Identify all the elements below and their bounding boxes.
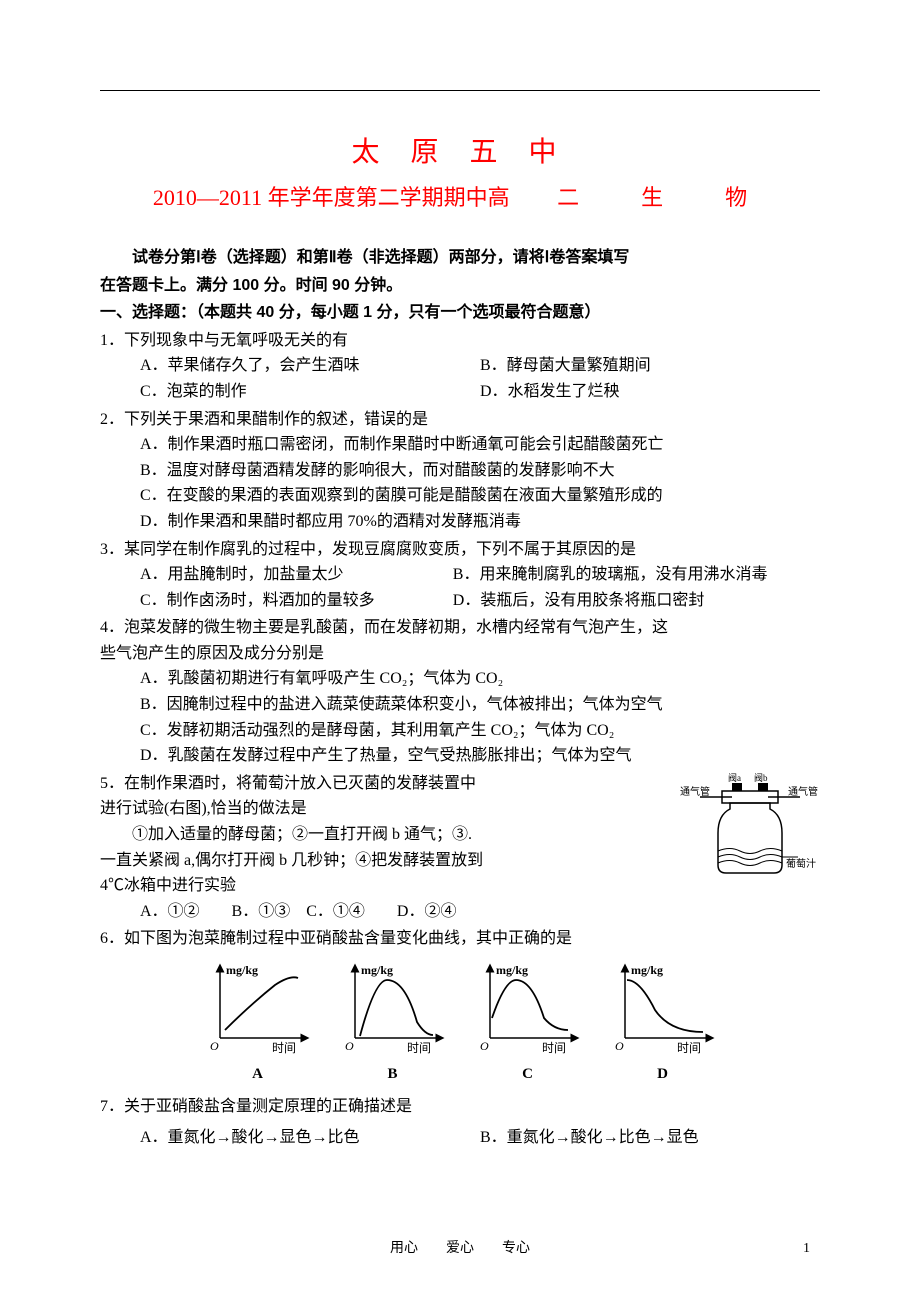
svg-text:时间: 时间 [272,1041,296,1055]
question-7: 7．关于亚硝酸盐含量测定原理的正确描述是 A．重氮化→酸化→显色→比色 B．重氮… [100,1094,820,1151]
q2-stem: 2．下列关于果酒和果醋制作的叙述，错误的是 [100,407,820,433]
page-footer: 用心 爱心 专心 1 [0,1238,920,1260]
fermentation-bottle-figure: 阀a 阀b 通气管 通气管 葡萄汁 [680,771,820,890]
q4-stem-2: 些气泡产生的原因及成分分别是 [100,641,820,667]
svg-text:mg/kg: mg/kg [226,963,258,977]
svg-text:mg/kg: mg/kg [361,963,393,977]
valve-b-label: 阀b [754,773,768,783]
top-rule [100,90,820,91]
exam-title-prefix: 2010—2011 年学年度第二学期期中高 [153,185,510,210]
q2-opt-d: D．制作果酒和果醋时都应用 70%的酒精对发酵瓶消毒 [140,509,820,535]
svg-text:mg/kg: mg/kg [496,963,528,977]
question-4: 4．泡菜发酵的微生物主要是乳酸菌，而在发酵初期，水槽内经常有气泡产生，这 些气泡… [100,615,820,769]
q3-opt-a: A．用盐腌制时，加盐量太少 [140,562,453,588]
chart-d: mg/kg O 时间 D [605,960,720,1086]
school-name: 太 原 五 中 [100,131,820,176]
q6-stem: 6．如下图为泡菜腌制过程中亚硝酸盐含量变化曲线，其中正确的是 [100,926,820,952]
q5-options: A．①② B．①③ C．①④ D．②④ [100,899,820,925]
q3-opt-b: B．用来腌制腐乳的玻璃瓶，没有用沸水消毒 [453,562,820,588]
chart-b-label: B [335,1062,450,1086]
q1-opt-c: C．泡菜的制作 [140,379,480,405]
svg-text:mg/kg: mg/kg [631,963,663,977]
q1-stem: 1．下列现象中与无氧呼吸无关的有 [100,328,820,354]
chart-d-label: D [605,1062,720,1086]
q2-opt-a: A．制作果酒时瓶口需密闭，而制作果醋时中断通氧可能会引起醋酸菌死亡 [140,432,820,458]
question-3: 3．某同学在制作腐乳的过程中，发现豆腐腐败变质，下列不属于其原因的是 A．用盐腌… [100,537,820,614]
chart-a-label: A [200,1062,315,1086]
q6-charts: mg/kg O 时间 A mg/kg O 时间 B mg/kg [100,960,820,1086]
svg-text:O: O [210,1039,219,1053]
question-2: 2．下列关于果酒和果醋制作的叙述，错误的是 A．制作果酒时瓶口需密闭，而制作果醋… [100,407,820,535]
question-6: 6．如下图为泡菜腌制过程中亚硝酸盐含量变化曲线，其中正确的是 mg/kg O 时… [100,926,820,1085]
svg-text:时间: 时间 [542,1041,566,1055]
valve-a-label: 阀a [728,773,741,783]
juice-label: 葡萄汁 [786,857,816,870]
bottle-svg: 阀a 阀b 通气管 通气管 葡萄汁 [680,771,820,881]
intro-line-2: 在答题卡上。满分 100 分。时间 90 分钟。 [100,273,820,299]
exam-title-suffix: 二 生 物 [515,185,767,210]
svg-text:时间: 时间 [677,1041,701,1055]
q1-opt-b: B．酵母菌大量繁殖期间 [480,353,820,379]
q1-opt-a: A．苹果储存久了，会产生酒味 [140,353,480,379]
chart-c: mg/kg O 时间 C [470,960,585,1086]
q3-opt-c: C．制作卤汤时，料酒加的量较多 [140,588,453,614]
q2-opt-c: C．在变酸的果酒的表面观察到的菌膜可能是醋酸菌在液面大量繁殖形成的 [140,483,820,509]
section-1-head: 一、选择题：（本题共 40 分，每小题 1 分，只有一个选项最符合题意） [100,300,820,326]
pipe-right-label: 通气管 [788,785,818,798]
q4-opt-c: C．发酵初期活动强烈的是酵母菌，其利用氧产生 CO₂；气体为 CO₂ [140,718,820,744]
q4-opt-a: A．乳酸菌初期进行有氧呼吸产生 CO₂；气体为 CO₂ [140,666,820,692]
q7-opt-b: B．重氮化→酸化→比色→显色 [480,1125,820,1151]
q3-stem: 3．某同学在制作腐乳的过程中，发现豆腐腐败变质，下列不属于其原因的是 [100,537,820,563]
q3-opt-d: D．装瓶后，没有用胶条将瓶口密封 [453,588,820,614]
svg-text:O: O [345,1039,354,1053]
q7-options: A．重氮化→酸化→显色→比色 B．重氮化→酸化→比色→显色 [100,1125,820,1151]
q1-options: A．苹果储存久了，会产生酒味 B．酵母菌大量繁殖期间 C．泡菜的制作 D．水稻发… [100,353,820,404]
q4-stem-1: 4．泡菜发酵的微生物主要是乳酸菌，而在发酵初期，水槽内经常有气泡产生，这 [100,615,820,641]
chart-c-label: C [470,1062,585,1086]
svg-text:时间: 时间 [407,1041,431,1055]
pipe-left-label: 通气管 [680,785,710,798]
chart-a: mg/kg O 时间 A [200,960,315,1086]
question-5: 阀a 阀b 通气管 通气管 葡萄汁 5．在制作果酒时，将葡萄汁放入已灭菌的发酵装… [100,771,820,925]
footer-text: 用心 爱心 专心 [390,1241,530,1256]
page-number: 1 [803,1238,810,1260]
q7-stem: 7．关于亚硝酸盐含量测定原理的正确描述是 [100,1094,820,1120]
q7-opt-a: A．重氮化→酸化→显色→比色 [140,1125,480,1151]
q4-opt-b: B．因腌制过程中的盐进入蔬菜使蔬菜体积变小，气体被排出；气体为空气 [140,692,820,718]
q4-options: A．乳酸菌初期进行有氧呼吸产生 CO₂；气体为 CO₂ B．因腌制过程中的盐进入… [100,666,820,768]
q2-opt-b: B．温度对酵母菌酒精发酵的影响很大，而对醋酸菌的发酵影响不大 [140,458,820,484]
svg-text:O: O [480,1039,489,1053]
exam-title: 2010—2011 年学年度第二学期期中高 二 生 物 [100,180,820,215]
q2-options: A．制作果酒时瓶口需密闭，而制作果醋时中断通氧可能会引起醋酸菌死亡 B．温度对酵… [100,432,820,534]
intro-line-1: 试卷分第Ⅰ卷（选择题）和第Ⅱ卷（非选择题）两部分，请将Ⅰ卷答案填写 [100,245,820,271]
question-1: 1．下列现象中与无氧呼吸无关的有 A．苹果储存久了，会产生酒味 B．酵母菌大量繁… [100,328,820,405]
q3-options: A．用盐腌制时，加盐量太少 B．用来腌制腐乳的玻璃瓶，没有用沸水消毒 C．制作卤… [100,562,820,613]
q1-opt-d: D．水稻发生了烂秧 [480,379,820,405]
q4-opt-d: D．乳酸菌在发酵过程中产生了热量，空气受热膨胀排出；气体为空气 [140,743,820,769]
svg-text:O: O [615,1039,624,1053]
chart-b: mg/kg O 时间 B [335,960,450,1086]
